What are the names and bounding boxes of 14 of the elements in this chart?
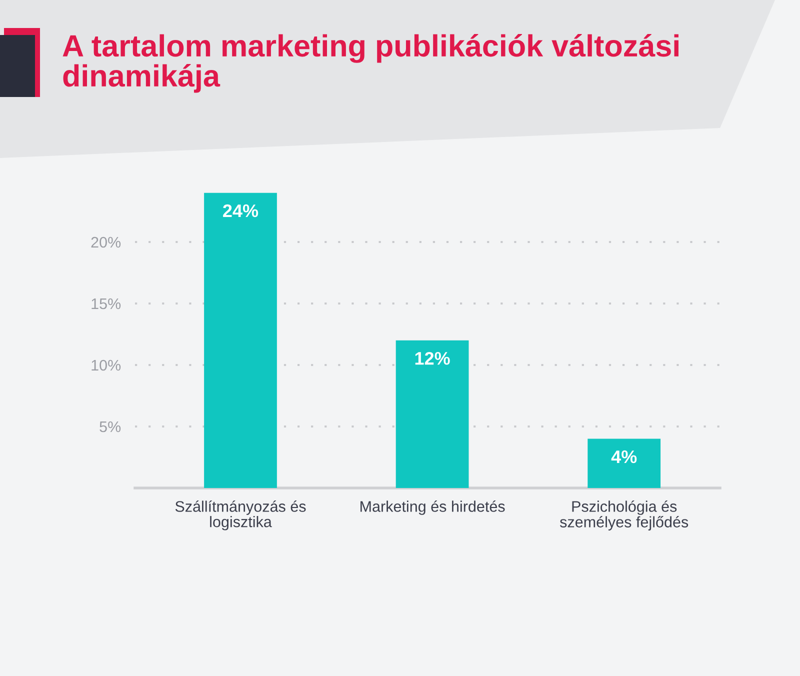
data-label: 12% — [415, 352, 450, 365]
x-tick-label: Szállítmányozás és logisztika — [175, 500, 306, 530]
y-tick-label: 5% — [100, 421, 121, 432]
bar — [204, 192, 277, 488]
data-label: 4% — [611, 450, 637, 464]
y-tick-label: 10% — [92, 360, 121, 371]
data-label: 24% — [223, 204, 258, 218]
y-tick-label: 20% — [91, 236, 121, 248]
bar — [396, 340, 469, 488]
y-tick-label: 15% — [92, 298, 121, 310]
x-tick-label: Marketing és hirdetés — [360, 500, 505, 515]
chart-title: A tartalom marketing publikációk változási dinamikája — [62, 34, 678, 93]
bar — [588, 438, 661, 488]
x-tick-label: Pszichológia és személyes fejlődés — [560, 500, 688, 530]
